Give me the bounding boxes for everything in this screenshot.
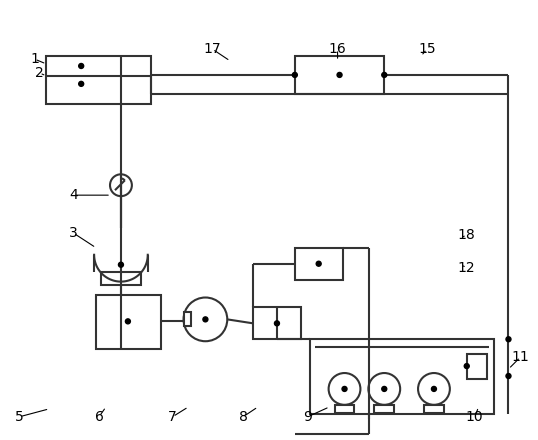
Text: 1: 1 [30, 52, 39, 66]
Text: 12: 12 [458, 260, 476, 275]
Bar [467, 354, 486, 379]
Text: 16: 16 [329, 42, 346, 56]
Text: 6: 6 [95, 410, 103, 424]
Bar [253, 308, 301, 339]
Circle shape [382, 386, 387, 392]
Circle shape [110, 174, 132, 196]
Circle shape [369, 373, 400, 405]
Bar [335, 405, 355, 413]
Circle shape [203, 317, 208, 322]
Bar [96, 294, 161, 349]
Bar [295, 248, 343, 280]
Circle shape [464, 363, 469, 369]
Circle shape [418, 373, 450, 405]
Circle shape [329, 373, 360, 405]
Circle shape [337, 73, 342, 77]
Text: 18: 18 [458, 228, 476, 242]
Circle shape [506, 374, 511, 378]
Circle shape [79, 63, 84, 69]
Text: 9: 9 [303, 410, 312, 424]
Bar [295, 56, 384, 94]
Bar [424, 405, 444, 413]
Text: 2: 2 [35, 66, 44, 80]
Circle shape [382, 73, 387, 77]
Circle shape [316, 261, 321, 266]
Circle shape [118, 262, 123, 267]
Bar [310, 339, 493, 414]
Circle shape [274, 321, 279, 326]
Bar [101, 271, 141, 285]
Text: 3: 3 [69, 226, 77, 240]
Circle shape [506, 337, 511, 342]
Bar [183, 312, 192, 326]
Circle shape [125, 319, 130, 324]
Circle shape [79, 81, 84, 86]
Bar [374, 405, 394, 413]
Circle shape [431, 386, 436, 392]
Circle shape [342, 386, 347, 392]
Bar [46, 56, 151, 104]
Text: 15: 15 [418, 42, 436, 56]
Circle shape [183, 297, 227, 341]
Circle shape [292, 73, 298, 77]
Text: 5: 5 [15, 410, 24, 424]
Text: 7: 7 [168, 410, 177, 424]
Text: 17: 17 [203, 42, 221, 56]
Text: 8: 8 [239, 410, 247, 424]
Text: 11: 11 [512, 350, 529, 364]
Text: 10: 10 [466, 410, 484, 424]
Text: 4: 4 [69, 188, 77, 202]
